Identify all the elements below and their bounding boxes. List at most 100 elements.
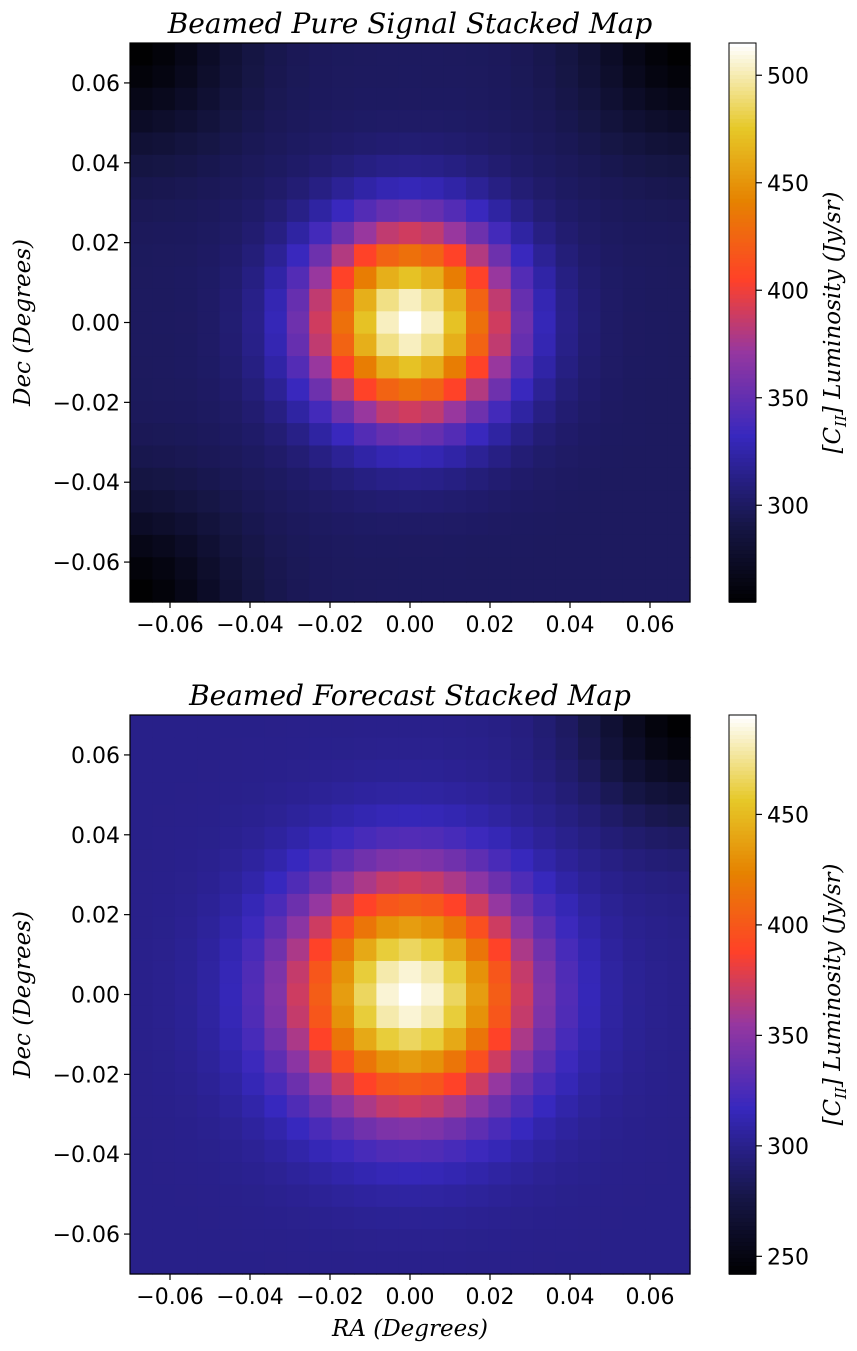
heatmap-cell: [600, 1251, 624, 1275]
colorbar-segment: [729, 942, 756, 948]
heatmap-cell: [398, 1050, 422, 1074]
colorbar-segment: [729, 734, 756, 740]
heatmap-cell: [219, 199, 243, 223]
heatmap-cell: [264, 737, 288, 761]
heatmap-cell: [264, 1005, 288, 1029]
heatmap-cell: [466, 1251, 489, 1275]
heatmap-cell: [264, 288, 288, 312]
heatmap-cell: [309, 715, 333, 738]
heatmap-cell: [331, 1206, 355, 1230]
heatmap-cell: [264, 199, 288, 223]
colorbar-segment: [729, 1054, 756, 1060]
heatmap-cell: [443, 759, 467, 783]
colorbar-segment: [729, 1026, 756, 1032]
heatmap-cell: [354, 87, 377, 111]
y-axis-label: Dec (Degrees): [10, 239, 36, 407]
heatmap-cell: [510, 356, 534, 379]
heatmap-cell: [242, 1005, 265, 1029]
heatmap-cell: [197, 1139, 221, 1163]
heatmap-cell: [555, 132, 579, 156]
heatmap-cell: [331, 1229, 355, 1253]
heatmap-cell: [510, 221, 534, 245]
heatmap-cell: [309, 893, 333, 917]
colorbar-segment: [729, 1186, 756, 1191]
heatmap-cell: [466, 311, 489, 335]
heatmap-cell: [242, 177, 265, 201]
y-tick-label: 0.00: [71, 984, 120, 1009]
heatmap-cell: [421, 826, 445, 850]
heatmap-cell: [174, 400, 198, 424]
colorbar-segment: [729, 458, 756, 464]
heatmap-cell: [398, 1184, 422, 1208]
heatmap-cell: [197, 110, 221, 134]
heatmap-cell: [242, 333, 265, 357]
heatmap-cell: [174, 737, 198, 761]
heatmap-cell: [174, 490, 198, 514]
heatmap-cell: [331, 1162, 355, 1186]
heatmap-cell: [645, 65, 669, 89]
heatmap-cell: [622, 1028, 646, 1051]
heatmap-cell: [421, 849, 445, 873]
heatmap-cell: [466, 938, 489, 962]
heatmap-cell: [510, 715, 534, 738]
heatmap-cell: [667, 87, 691, 111]
heatmap-cell: [443, 378, 467, 402]
heatmap-cell: [466, 221, 489, 245]
heatmap-cell: [174, 1028, 198, 1051]
heatmap-cell: [242, 1251, 265, 1275]
heatmap-cell: [331, 826, 355, 850]
x-tick-label: 0.06: [626, 1285, 675, 1310]
heatmap-cell: [421, 960, 445, 984]
heatmap-cell: [286, 579, 310, 603]
heatmap-cell: [488, 557, 512, 581]
heatmap-cell: [622, 737, 646, 761]
heatmap-cell: [309, 132, 333, 156]
heatmap-cell: [376, 221, 400, 245]
colorbar-segment: [729, 338, 756, 344]
heatmap-cell: [600, 1095, 624, 1119]
heatmap-cell: [309, 87, 333, 111]
heatmap-cell: [398, 1005, 422, 1029]
heatmap-cell: [130, 1184, 153, 1208]
heatmap-cell: [242, 110, 265, 134]
heatmap-cell: [398, 87, 422, 111]
heatmap-cell: [331, 938, 355, 962]
heatmap-cell: [264, 804, 288, 828]
heatmap-cell: [578, 288, 601, 312]
heatmap-cell: [645, 356, 669, 379]
heatmap-cell: [130, 782, 153, 806]
heatmap-cell: [533, 804, 557, 828]
heatmap-cell: [286, 467, 310, 491]
heatmap-cell: [578, 1072, 601, 1096]
heatmap-cell: [242, 490, 265, 514]
colorbar-segment: [729, 418, 756, 424]
colorbar-segment: [729, 426, 756, 432]
heatmap-cell: [421, 983, 445, 1007]
colorbar-segment: [729, 422, 756, 428]
heatmap-cell: [309, 534, 333, 558]
heatmap-cell: [421, 1050, 445, 1074]
heatmap-cell: [443, 826, 467, 850]
heatmap-cell: [645, 871, 669, 895]
heatmap-cell: [667, 467, 691, 491]
heatmap-cell: [667, 1184, 691, 1208]
heatmap-cell: [286, 871, 310, 895]
heatmap-cell: [197, 311, 221, 335]
heatmap-cell: [578, 221, 601, 245]
heatmap-cell: [466, 467, 489, 491]
heatmap-cell: [555, 1072, 579, 1096]
heatmap-cell: [398, 467, 422, 491]
colorbar-segment: [729, 858, 756, 864]
heatmap-cell: [622, 1139, 646, 1163]
colorbar-segment: [729, 978, 756, 984]
heatmap-cell: [667, 177, 691, 201]
heatmap-cell: [645, 378, 669, 402]
heatmap-cell: [533, 467, 557, 491]
heatmap-cell: [421, 759, 445, 783]
heatmap-cell: [174, 154, 198, 178]
heatmap-cell: [152, 1005, 176, 1029]
heatmap-cell: [555, 87, 579, 111]
heatmap-cell: [600, 871, 624, 895]
heatmap-cell: [443, 1028, 467, 1051]
heatmap-cell: [354, 490, 377, 514]
